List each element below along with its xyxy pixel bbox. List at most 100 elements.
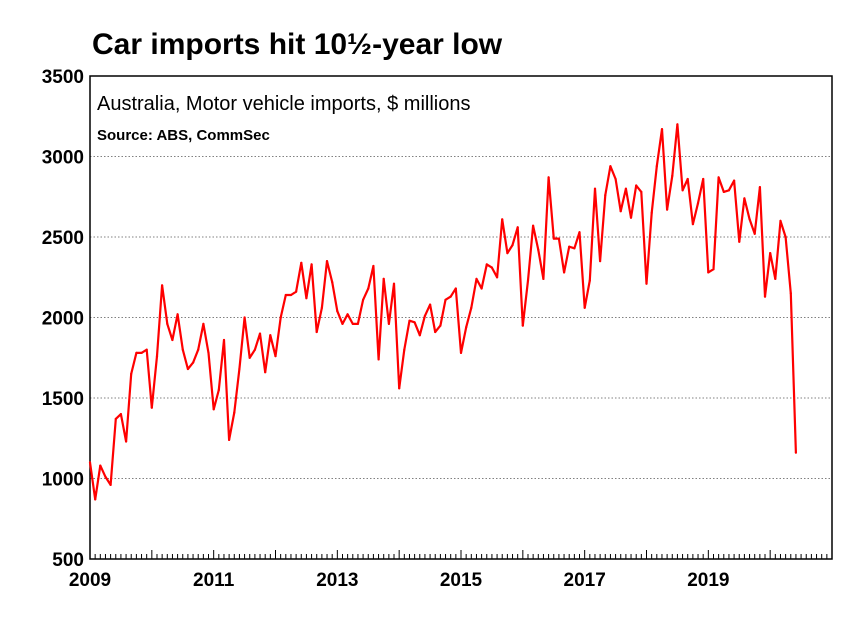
data-point-9 xyxy=(135,351,138,354)
gridlines xyxy=(90,156,832,479)
data-point-63 xyxy=(413,321,416,324)
data-point-114 xyxy=(676,123,679,126)
data-point-135 xyxy=(784,235,787,239)
data-point-93 xyxy=(568,245,571,248)
x-axis-ticks: 2009 2011 2013 2015 2017 2019 xyxy=(69,570,730,591)
data-point-26 xyxy=(222,338,226,342)
data-point-125 xyxy=(733,179,736,182)
data-point-59 xyxy=(392,282,396,285)
data-point-130 xyxy=(758,186,762,189)
data-point-85 xyxy=(526,279,530,282)
data-point-92 xyxy=(563,271,566,274)
data-point-108 xyxy=(645,282,648,285)
x-tick-label-2019: 2019 xyxy=(687,570,729,591)
data-point-105 xyxy=(629,216,633,219)
data-point-46 xyxy=(325,260,329,263)
data-point-10 xyxy=(140,351,143,354)
x-tick-label-2011: 2011 xyxy=(193,570,235,591)
data-point-124 xyxy=(727,189,731,192)
data-point-44 xyxy=(315,330,318,334)
data-point-71 xyxy=(454,287,457,290)
data-point-18 xyxy=(181,348,184,351)
data-point-112 xyxy=(666,208,669,211)
data-point-91 xyxy=(557,237,561,240)
y-tick-label-3000: 3000 xyxy=(42,148,84,169)
data-point-31 xyxy=(248,356,251,359)
y-tick-label-1500: 1500 xyxy=(42,389,84,410)
data-point-52 xyxy=(356,322,359,325)
data-point-28 xyxy=(233,411,236,414)
data-point-68 xyxy=(439,324,442,327)
data-point-51 xyxy=(351,322,354,325)
data-point-61 xyxy=(403,348,406,351)
data-point-129 xyxy=(753,232,756,235)
data-point-40 xyxy=(295,290,298,293)
data-point-54 xyxy=(367,287,370,290)
data-point-14 xyxy=(161,284,164,287)
data-point-86 xyxy=(532,224,535,227)
data-point-25 xyxy=(217,388,220,392)
data-point-36 xyxy=(274,355,277,358)
data-point-13 xyxy=(155,355,159,358)
data-point-66 xyxy=(429,303,432,306)
data-point-15 xyxy=(166,322,169,325)
data-point-132 xyxy=(769,252,772,255)
data-point-136 xyxy=(789,292,792,295)
data-point-117 xyxy=(691,223,695,226)
data-point-90 xyxy=(552,237,555,240)
data-point-8 xyxy=(130,372,133,375)
data-point-17 xyxy=(176,313,179,316)
data-point-23 xyxy=(207,351,210,354)
data-point-133 xyxy=(774,277,777,280)
data-points xyxy=(88,123,798,501)
data-point-20 xyxy=(192,361,195,364)
data-point-88 xyxy=(542,277,545,280)
data-point-75 xyxy=(475,277,478,280)
data-point-30 xyxy=(243,316,246,319)
data-point-82 xyxy=(511,244,514,247)
data-point-50 xyxy=(346,313,349,316)
data-point-80 xyxy=(501,218,504,221)
data-point-120 xyxy=(707,271,710,274)
data-point-96 xyxy=(583,306,586,309)
x-tick-label-2017: 2017 xyxy=(564,570,606,591)
data-point-33 xyxy=(258,332,262,335)
chart-subtitle: Australia, Motor vehicle imports, $ mill… xyxy=(97,93,470,115)
data-point-32 xyxy=(253,348,256,351)
data-point-6 xyxy=(119,413,122,416)
data-point-87 xyxy=(537,248,540,251)
data-point-79 xyxy=(496,276,499,279)
data-point-84 xyxy=(521,324,524,327)
data-point-72 xyxy=(459,351,463,354)
data-point-106 xyxy=(635,184,638,187)
data-point-110 xyxy=(655,165,658,168)
data-point-57 xyxy=(382,277,385,280)
data-point-37 xyxy=(279,316,282,319)
data-point-16 xyxy=(171,338,174,342)
data-point-42 xyxy=(305,297,308,300)
data-point-5 xyxy=(114,417,117,420)
data-point-127 xyxy=(743,197,746,200)
data-point-29 xyxy=(238,367,241,371)
data-point-99 xyxy=(599,260,602,263)
data-point-97 xyxy=(588,279,591,282)
data-point-100 xyxy=(604,194,607,197)
data-point-67 xyxy=(434,330,437,334)
data-point-111 xyxy=(660,128,664,131)
data-point-137 xyxy=(794,451,798,454)
data-point-11 xyxy=(145,348,148,351)
data-point-70 xyxy=(449,295,452,298)
data-point-98 xyxy=(593,187,597,190)
data-point-24 xyxy=(212,408,215,411)
data-point-27 xyxy=(228,438,231,441)
data-point-49 xyxy=(341,322,344,325)
data-point-134 xyxy=(779,219,782,222)
y-tick-label-2000: 2000 xyxy=(42,309,84,330)
x-tick-label-2009: 2009 xyxy=(69,570,111,591)
data-point-60 xyxy=(398,387,401,390)
data-point-2 xyxy=(99,464,102,467)
data-point-81 xyxy=(506,252,509,255)
data-point-48 xyxy=(336,310,339,313)
data-point-128 xyxy=(748,218,751,221)
